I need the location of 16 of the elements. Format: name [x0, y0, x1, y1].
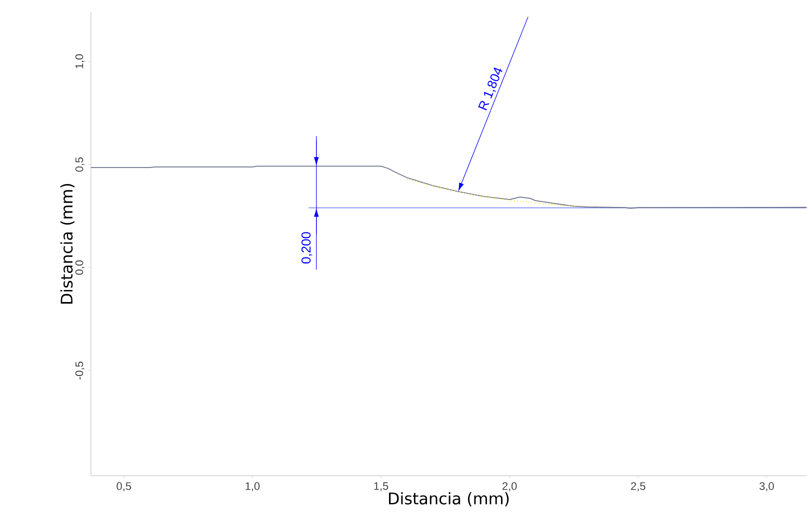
- annotation: R 1,804: [478, 68, 502, 110]
- x-tick-label: 2,5: [631, 482, 646, 492]
- y-axis-title: Distancia (mm): [60, 184, 75, 304]
- x-tick-label: 1,5: [374, 482, 388, 492]
- y-tick-label: 1,0: [75, 54, 84, 68]
- y-tick-label: 0,0: [75, 260, 84, 275]
- line-series: [406, 178, 588, 207]
- line-series: [90, 166, 807, 209]
- x-tick-label: 2,0: [502, 482, 517, 492]
- x-tick-label: 0,5: [116, 482, 132, 492]
- x-tick-label: 1,0: [246, 482, 260, 492]
- x-axis-title: Distancia (mm): [389, 492, 509, 506]
- y-tick-label: -0,5: [75, 362, 84, 380]
- annotation: 0,200: [301, 232, 312, 264]
- y-tick-label: 0,5: [75, 158, 84, 172]
- x-tick-label: 3,0: [760, 482, 774, 492]
